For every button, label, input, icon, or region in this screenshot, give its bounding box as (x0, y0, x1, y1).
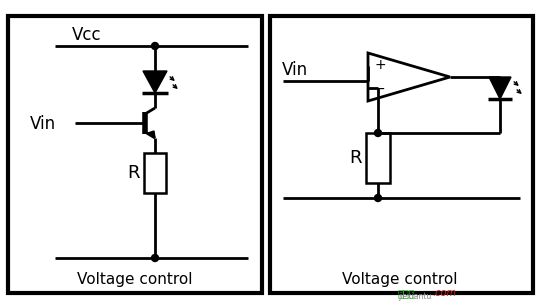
Text: jiexiantu: jiexiantu (398, 292, 431, 301)
Polygon shape (148, 131, 155, 138)
Bar (144, 153, 166, 193)
Text: Voltage control: Voltage control (77, 272, 193, 287)
Text: .com: .com (432, 288, 456, 298)
Circle shape (374, 194, 381, 201)
Polygon shape (489, 77, 511, 99)
Circle shape (151, 42, 159, 49)
Text: 接线图: 接线图 (398, 288, 415, 298)
Text: −: − (374, 82, 386, 96)
Text: R: R (128, 164, 140, 182)
Text: Vin: Vin (30, 115, 56, 133)
Bar (8, 16, 262, 293)
Polygon shape (143, 71, 167, 93)
Text: R: R (349, 149, 362, 167)
Circle shape (374, 129, 381, 136)
Bar (270, 16, 533, 293)
Text: Voltage control: Voltage control (342, 272, 458, 287)
Text: +: + (374, 58, 386, 72)
Circle shape (151, 255, 159, 262)
Bar (366, 133, 390, 183)
Text: Vin: Vin (282, 61, 308, 79)
Text: Vcc: Vcc (72, 26, 102, 44)
